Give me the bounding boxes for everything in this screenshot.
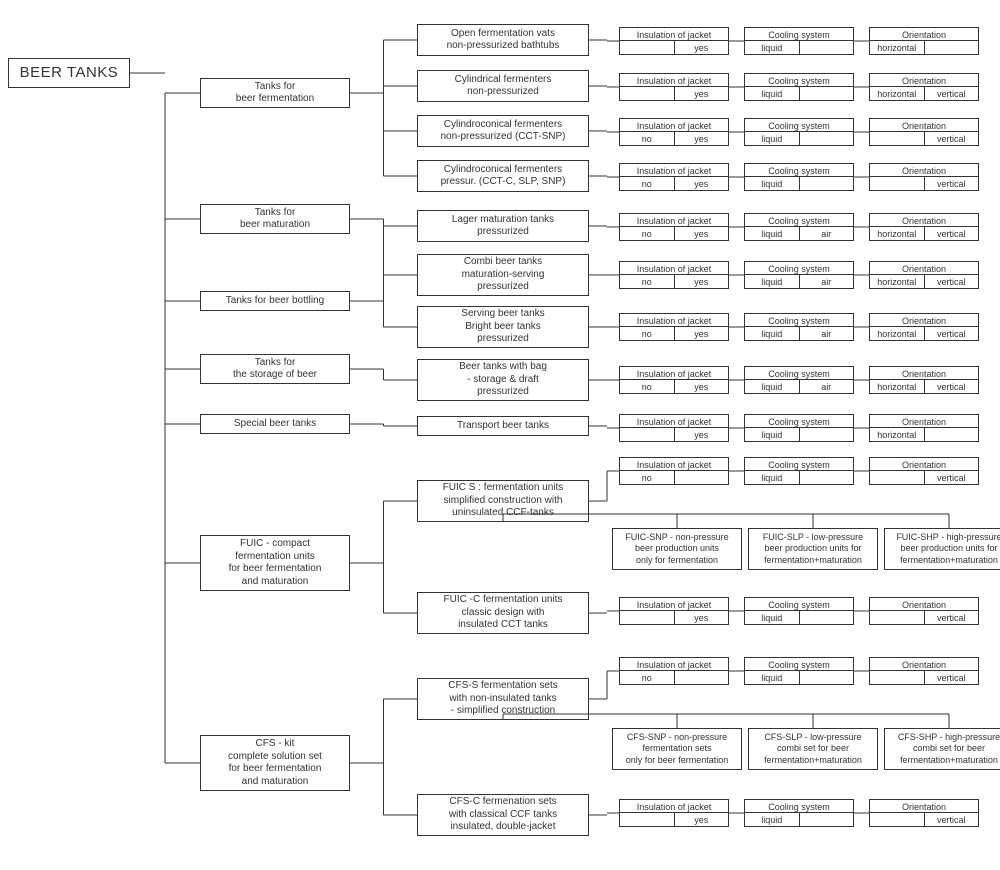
- tank-t7: Serving beer tanksBright beer tankspress…: [417, 306, 589, 348]
- attr-ori-t13: Orientationvertical: [869, 799, 979, 827]
- attr-ori-t7: Orientationhorizontalvertical: [869, 313, 979, 341]
- cat-fuic: FUIC - compact fermentation units for be…: [200, 535, 350, 591]
- root-node: BEER TANKS: [8, 58, 130, 88]
- attr-ins-t6: Insulation of jacketnoyes: [619, 261, 729, 289]
- attr-cool-t2: Cooling systemliquid: [744, 73, 854, 101]
- attr-cool-t12: Cooling systemliquid: [744, 657, 854, 685]
- attr-ins-t7: Insulation of jacketnoyes: [619, 313, 729, 341]
- cat-fermentation: Tanks for beer fermentation: [200, 78, 350, 108]
- attr-cool-t3: Cooling systemliquid: [744, 118, 854, 146]
- attr-ori-t12: Orientationvertical: [869, 657, 979, 685]
- tank-t10: FUIC S : fermentation unitssimplified co…: [417, 480, 589, 522]
- attr-ins-t9: Insulation of jacketyes: [619, 414, 729, 442]
- sub-fuic-shp: FUIC-SHP - high-pressurebeer production …: [884, 528, 1000, 570]
- cat-bottling: Tanks for beer bottling: [200, 291, 350, 311]
- attr-cool-t4: Cooling systemliquid: [744, 163, 854, 191]
- sub-cfs-snp: CFS-SNP - non-pressurefermentation setso…: [612, 728, 742, 770]
- attr-cool-t10: Cooling systemliquid: [744, 457, 854, 485]
- attr-cool-t5: Cooling systemliquidair: [744, 213, 854, 241]
- attr-cool-t9: Cooling systemliquid: [744, 414, 854, 442]
- attr-ins-t1: Insulation of jacketyes: [619, 27, 729, 55]
- attr-ins-t12: Insulation of jacketno: [619, 657, 729, 685]
- tank-t3: Cylindroconical fermentersnon-pressurize…: [417, 115, 589, 147]
- tank-t13: CFS-C fermenation setswith classical CCF…: [417, 794, 589, 836]
- attr-ori-t5: Orientationhorizontalvertical: [869, 213, 979, 241]
- cat-maturation: Tanks for beer maturation: [200, 204, 350, 234]
- attr-cool-t13: Cooling systemliquid: [744, 799, 854, 827]
- attr-ori-t9: Orientationhorizontal: [869, 414, 979, 442]
- attr-ins-t2: Insulation of jacketyes: [619, 73, 729, 101]
- tank-t6: Combi beer tanksmaturation-servingpressu…: [417, 254, 589, 296]
- tank-t11: FUIC -C fermentation unitsclassic design…: [417, 592, 589, 634]
- attr-ori-t8: Orientationhorizontalvertical: [869, 366, 979, 394]
- attr-ins-t4: Insulation of jacketnoyes: [619, 163, 729, 191]
- root-label: BEER TANKS: [20, 64, 119, 83]
- attr-ins-t10: Insulation of jacketno: [619, 457, 729, 485]
- attr-ins-t11: Insulation of jacketyes: [619, 597, 729, 625]
- attr-ori-t10: Orientationvertical: [869, 457, 979, 485]
- attr-ori-t6: Orientationhorizontalvertical: [869, 261, 979, 289]
- attr-ins-t8: Insulation of jacketnoyes: [619, 366, 729, 394]
- tank-t4: Cylindroconical fermenterspressur. (CCT-…: [417, 160, 589, 192]
- attr-ins-t13: Insulation of jacketyes: [619, 799, 729, 827]
- sub-cfs-slp: CFS-SLP - low-pressurecombi set for beer…: [748, 728, 878, 770]
- cat-cfs: CFS - kit complete solution set for beer…: [200, 735, 350, 791]
- attr-ins-t3: Insulation of jacketnoyes: [619, 118, 729, 146]
- attr-ins-t5: Insulation of jacketnoyes: [619, 213, 729, 241]
- tank-t1: Open fermentation vatsnon-pressurized ba…: [417, 24, 589, 56]
- attr-ori-t1: Orientationhorizontal: [869, 27, 979, 55]
- sub-cfs-shp: CFS-SHP - high-pressurecombi set for bee…: [884, 728, 1000, 770]
- tank-t2: Cylindrical fermentersnon-pressurized: [417, 70, 589, 102]
- tank-t9: Transport beer tanks: [417, 416, 589, 436]
- sub-fuic-snp: FUIC-SNP - non-pressurebeer production u…: [612, 528, 742, 570]
- attr-cool-t11: Cooling systemliquid: [744, 597, 854, 625]
- attr-ori-t11: Orientationvertical: [869, 597, 979, 625]
- attr-cool-t7: Cooling systemliquidair: [744, 313, 854, 341]
- tank-t12: CFS-S fermentation setswith non-insulate…: [417, 678, 589, 720]
- cat-storage: Tanks for the storage of beer: [200, 354, 350, 384]
- cat-special: Special beer tanks: [200, 414, 350, 434]
- attr-ori-t3: Orientationvertical: [869, 118, 979, 146]
- attr-cool-t1: Cooling systemliquid: [744, 27, 854, 55]
- tank-t5: Lager maturation tankspressurized: [417, 210, 589, 242]
- attr-ori-t2: Orientationhorizontalvertical: [869, 73, 979, 101]
- tank-t8: Beer tanks with bag- storage & draftpres…: [417, 359, 589, 401]
- attr-cool-t8: Cooling systemliquidair: [744, 366, 854, 394]
- attr-cool-t6: Cooling systemliquidair: [744, 261, 854, 289]
- attr-ori-t4: Orientationvertical: [869, 163, 979, 191]
- sub-fuic-slp: FUIC-SLP - low-pressurebeer production u…: [748, 528, 878, 570]
